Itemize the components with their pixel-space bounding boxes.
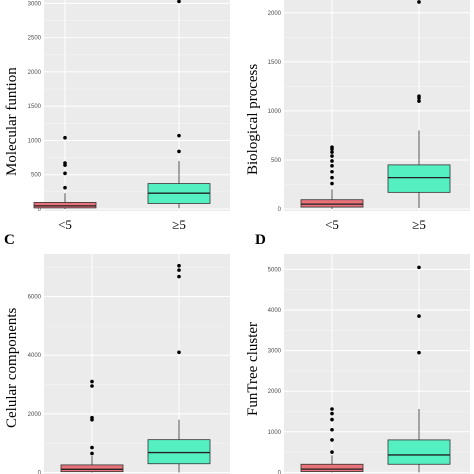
y-tick-label: 6000 xyxy=(28,295,42,301)
y-tick-label: 1500 xyxy=(268,60,282,66)
box xyxy=(147,439,211,465)
outlier-point xyxy=(177,350,181,355)
outlier-point xyxy=(330,169,334,174)
outlier-point xyxy=(417,0,421,4)
outlier-point xyxy=(417,265,421,270)
outlier-point xyxy=(330,450,334,454)
outlier-point xyxy=(90,451,94,456)
box xyxy=(60,464,124,473)
y-tick-label: 1000 xyxy=(28,138,42,144)
outlier-point xyxy=(330,417,334,422)
outlier-point xyxy=(177,263,181,268)
y-tick-label: 0 xyxy=(278,207,282,213)
box xyxy=(387,439,451,465)
y-tick-label: 2000 xyxy=(268,389,282,395)
outlier-point xyxy=(330,175,334,180)
box xyxy=(300,463,364,472)
box xyxy=(33,202,97,209)
outlier-point xyxy=(330,154,334,158)
y-tick-label: 1000 xyxy=(268,430,282,436)
y-tick-label: 4000 xyxy=(28,353,42,359)
outlier-point xyxy=(63,185,67,190)
outlier-point xyxy=(330,164,334,168)
outlier-point xyxy=(177,149,181,154)
y-tick-label: 2000 xyxy=(28,412,42,418)
outlier-point xyxy=(330,407,334,411)
outlier-point xyxy=(417,314,421,318)
panel-letter: C xyxy=(4,232,15,248)
outlier-point xyxy=(330,145,334,150)
x-tick-label: ≥5 xyxy=(412,217,426,232)
outlier-point xyxy=(177,274,181,279)
y-tick-label: 2000 xyxy=(268,11,282,17)
y-tick-label: 4000 xyxy=(268,308,282,314)
outlier-point xyxy=(330,181,334,186)
box xyxy=(387,164,451,193)
outlier-point xyxy=(330,427,334,432)
y-tick-label: 3000 xyxy=(28,1,42,7)
outlier-point xyxy=(417,94,421,98)
y-tick-label: 2000 xyxy=(28,70,42,76)
x-tick-label: ≥5 xyxy=(172,217,186,232)
outlier-point xyxy=(417,350,421,355)
y-tick-label: 5000 xyxy=(268,267,282,273)
outlier-point xyxy=(90,415,94,420)
y-tick-label: 1000 xyxy=(268,109,282,115)
outlier-point xyxy=(90,379,94,384)
y-tick-label: 0 xyxy=(38,207,42,213)
outlier-point xyxy=(330,411,334,416)
y-tick-label: 0 xyxy=(278,470,282,474)
outlier-point xyxy=(63,171,67,176)
outlier-point xyxy=(417,99,421,103)
x-tick-label: <5 xyxy=(325,217,339,232)
outlier-point xyxy=(90,384,94,388)
outlier-point xyxy=(63,161,67,165)
plot-background xyxy=(44,0,230,211)
outlier-point xyxy=(330,438,334,442)
y-tick-label: 3000 xyxy=(268,349,282,355)
plot-background xyxy=(44,254,230,474)
y-tick-label: 0 xyxy=(38,471,42,474)
outlier-point xyxy=(330,150,334,154)
outlier-point xyxy=(177,268,181,272)
outlier-point xyxy=(330,159,334,163)
outlier-point xyxy=(90,445,94,450)
y-tick-label: 500 xyxy=(31,173,42,179)
y-tick-label: 1500 xyxy=(28,104,42,110)
panel-letter: D xyxy=(255,232,266,248)
outlier-point xyxy=(63,135,67,140)
plot-background xyxy=(284,254,470,474)
box xyxy=(300,199,364,208)
outlier-point xyxy=(177,133,181,138)
outlier-point xyxy=(177,0,181,4)
y-tick-label: 2500 xyxy=(28,36,42,42)
x-tick-label: <5 xyxy=(58,217,72,232)
y-tick-label: 500 xyxy=(271,158,282,164)
